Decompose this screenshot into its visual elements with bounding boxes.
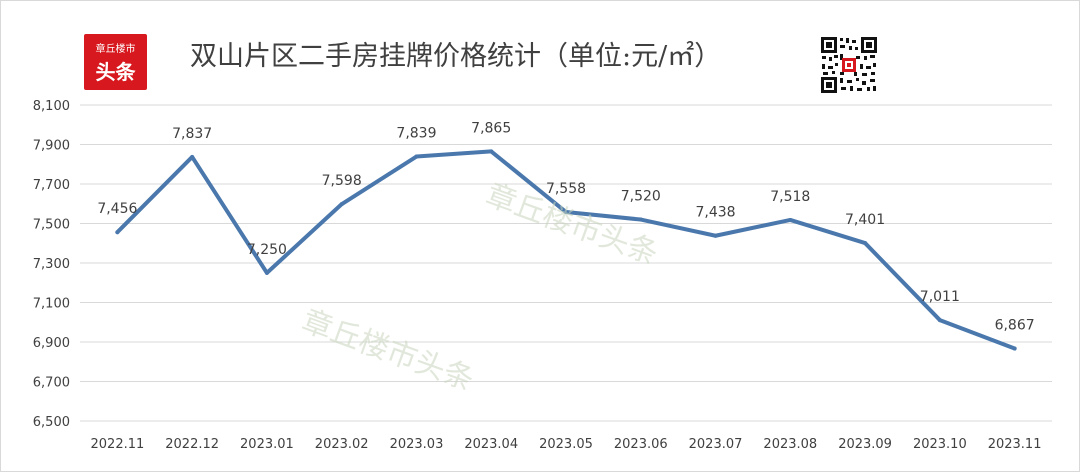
x-tick-label: 2023.10 xyxy=(913,437,967,452)
data-label: 7,011 xyxy=(920,289,960,305)
y-tick-label: 7,300 xyxy=(33,257,70,272)
data-label: 7,520 xyxy=(621,189,661,205)
x-tick-label: 2023.05 xyxy=(539,437,593,452)
x-tick-label: 2023.09 xyxy=(838,437,892,452)
data-point xyxy=(638,217,643,222)
y-tick-label: 7,500 xyxy=(33,218,70,233)
data-label: 7,865 xyxy=(471,120,511,136)
data-point xyxy=(489,149,494,154)
x-tick-label: 2023.11 xyxy=(988,437,1042,452)
series-line-layer xyxy=(115,149,1017,351)
x-tick-label: 2023.06 xyxy=(614,437,668,452)
data-point xyxy=(190,154,195,159)
data-label: 7,839 xyxy=(396,126,436,142)
data-label: 7,456 xyxy=(97,201,137,217)
data-point xyxy=(264,270,269,275)
qr-code-icon xyxy=(820,36,878,94)
data-point xyxy=(115,230,120,235)
data-label: 7,518 xyxy=(770,189,810,205)
data-point xyxy=(564,210,568,215)
y-tick-label: 6,500 xyxy=(33,415,70,430)
data-label: 7,401 xyxy=(845,212,885,228)
logo: 章丘楼市 头条 xyxy=(84,34,147,90)
y-tick-label: 8,100 xyxy=(33,99,70,114)
x-tick-label: 2023.02 xyxy=(315,437,369,452)
x-tick-label: 2022.12 xyxy=(165,437,219,452)
logo-big-text: 头条 xyxy=(95,60,136,84)
data-point xyxy=(414,154,419,159)
x-tick-label: 2023.07 xyxy=(689,437,743,452)
x-tick-label: 2022.11 xyxy=(91,437,145,452)
y-tick-label: 6,900 xyxy=(33,336,70,351)
data-point xyxy=(937,318,942,323)
data-point xyxy=(788,217,793,222)
data-label: 7,837 xyxy=(172,126,212,142)
y-tick-label: 7,100 xyxy=(33,297,70,312)
data-point xyxy=(863,241,868,246)
data-label: 6,867 xyxy=(995,318,1035,334)
x-tick-label: 2023.04 xyxy=(464,437,518,452)
y-tick-label: 7,700 xyxy=(33,178,70,193)
data-label: 7,250 xyxy=(247,242,287,258)
data-label: 7,558 xyxy=(546,181,586,197)
x-tick-label: 2023.01 xyxy=(240,437,294,452)
data-label: 7,438 xyxy=(695,205,735,221)
y-tick-label: 7,900 xyxy=(33,139,70,154)
data-point xyxy=(339,202,344,207)
data-label: 7,598 xyxy=(322,173,362,189)
x-tick-label: 2023.08 xyxy=(763,437,817,452)
chart-title: 双山片区二手房挂牌价格统计（单位:元/㎡） xyxy=(190,41,722,72)
x-tick-label: 2023.03 xyxy=(390,437,444,452)
data-point xyxy=(1012,346,1017,351)
y-axis-ticks: 6,500 6,700 6,900 7,100 7,300 7,500 7,700 7,900… xyxy=(33,99,70,430)
x-axis-ticks: 2022.11 2022.12 2023.01 2023.02 2023.03 2023.… xyxy=(91,437,1042,452)
gridlines xyxy=(80,104,1052,422)
data-labels: 7,456 7,837 7,250 7,598 7,839 7,865 7,558 7,520… xyxy=(97,120,1034,333)
data-point xyxy=(713,233,718,238)
logo-small-text: 章丘楼市 xyxy=(95,44,136,55)
y-tick-label: 6,700 xyxy=(33,376,70,391)
